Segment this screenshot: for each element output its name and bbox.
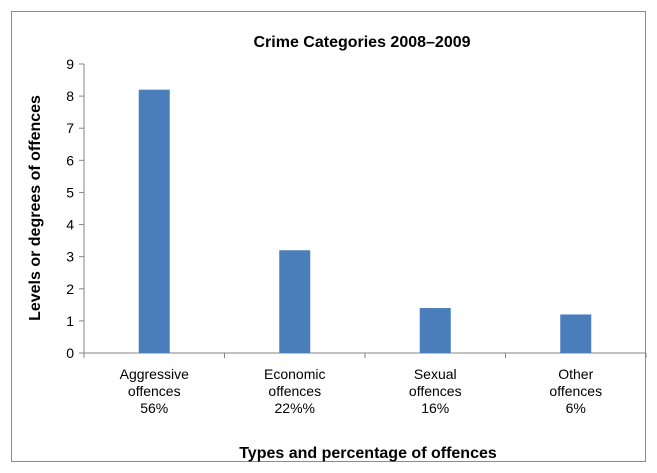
y-tick-label: 3 xyxy=(66,249,74,265)
x-category-label-line: 6% xyxy=(566,400,586,416)
bars xyxy=(138,89,592,353)
bar xyxy=(560,314,592,353)
x-category-label: Aggressive offences 56% xyxy=(120,366,189,416)
x-category-label-line: offences xyxy=(409,383,462,399)
bar xyxy=(279,250,311,353)
x-category-label-line: 16% xyxy=(421,400,449,416)
y-tick-label: 5 xyxy=(66,184,74,200)
x-category-label: Economic offences 22%% xyxy=(264,366,325,416)
y-tick-label: 8 xyxy=(66,88,74,104)
y-tick-label: 6 xyxy=(66,152,74,168)
x-category-label-line: 22%% xyxy=(275,400,315,416)
bar xyxy=(419,308,451,353)
bar xyxy=(138,89,170,353)
y-tick-label: 0 xyxy=(66,345,74,361)
x-category-label-line: Economic xyxy=(264,366,325,382)
x-category-label-line: Other xyxy=(558,366,593,382)
x-category-label-line: offences xyxy=(549,383,602,399)
y-axis-title: Levels or degrees of offences xyxy=(27,95,44,321)
y-tick-label: 7 xyxy=(66,120,74,136)
x-category-label: Other offences 6% xyxy=(549,366,602,416)
x-category-label-line: Sexual xyxy=(414,366,457,382)
chart-frame xyxy=(11,11,646,462)
y-tick-label: 4 xyxy=(66,217,74,233)
y-tick-label: 1 xyxy=(66,313,74,329)
chart-title: Crime Categories 2008–2009 xyxy=(253,34,470,51)
x-axis-title: Types and percentage of offences xyxy=(239,445,497,462)
y-tick-label: 2 xyxy=(66,281,74,297)
x-category-label-line: offences xyxy=(268,383,321,399)
x-category-labels: Aggressive offences 56%Economic offences 22%… xyxy=(120,366,602,416)
x-category-label-line: Aggressive xyxy=(120,366,189,382)
x-category-label-line: offences xyxy=(128,383,181,399)
y-ticks: 0 1 2 3 4 5 6 7 8 9 xyxy=(66,56,647,361)
x-category-label: Sexual offences 16% xyxy=(409,366,462,416)
x-category-label-line: 56% xyxy=(140,400,168,416)
y-tick-label: 9 xyxy=(66,56,74,72)
